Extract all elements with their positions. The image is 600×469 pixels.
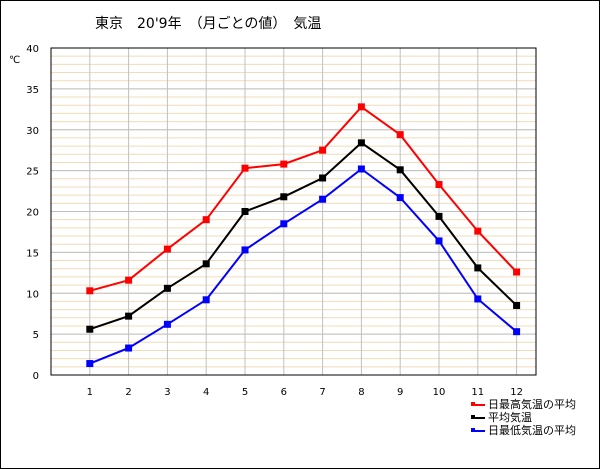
series-1-point [86,287,94,295]
x-tick-label: 12 [510,387,523,398]
series-3-point [396,194,404,202]
series-2-point [513,302,521,310]
y-tick-label: 20 [26,208,39,219]
y-tick-label: 15 [26,248,39,259]
series-2-point [474,264,482,272]
series-3-point [125,344,133,352]
series-3-point [435,237,443,245]
series-2-point [319,174,327,182]
y-tick-label: 25 [26,167,39,178]
x-tick-label: 10 [433,387,446,398]
chart-title: 東京 20'9年 （月ごとの値） 気温 [95,16,322,32]
series-1-point [319,146,327,154]
series-2-point [125,312,133,320]
series-line-2 [89,141,518,331]
series-2-point [241,208,249,215]
x-tick-label: 4 [203,387,209,398]
legend-swatch [471,413,485,422]
y-tick-label: 30 [26,126,39,137]
legend-swatch [471,400,485,409]
series-2-point [435,212,443,220]
series-1-point [513,268,521,276]
series-2-point [357,139,365,147]
legend-item: 日最低気温の平均 [471,424,576,437]
x-tick-label: 5 [242,387,248,398]
series-1-point [163,245,171,253]
legend-label: 日最高気温の平均 [488,398,576,411]
y-tick-label: 10 [26,289,39,300]
y-tick-label: 5 [33,330,39,341]
x-tick-label: 3 [164,387,170,398]
series-1-point [357,103,365,111]
series-2-point [86,325,94,333]
legend-item: 平均気温 [471,411,576,424]
x-tick-label: 8 [358,387,364,398]
legend-item: 日最高気温の平均 [471,398,576,411]
plot-frame [50,47,537,376]
x-tick-label: 6 [281,387,287,398]
series-2-point [202,260,210,268]
series-1-point [241,164,249,172]
legend-label: 平均気温 [488,411,532,424]
x-tick-label: 1 [87,387,93,398]
y-axis-label: ℃ [9,55,20,66]
legend-swatch [471,426,485,435]
y-tick-label: 40 [26,44,39,55]
x-tick-label: 7 [319,387,325,398]
series-3-point [319,195,327,203]
series-1-point [280,160,288,168]
series-1-point [125,276,133,284]
series-2-point [280,193,288,201]
legend-label: 日最低気温の平均 [488,424,576,437]
series-3-point [474,295,482,303]
series-3-point [163,320,171,328]
x-tick-label: 2 [125,387,131,398]
legend: 日最高気温の平均 平均気温 日最低気温の平均 [471,398,576,437]
y-tick-label: 0 [33,371,39,382]
series-1-point [202,216,210,224]
series-1-point [396,131,404,139]
series-3-point [202,296,210,304]
series-3-point [86,360,94,368]
series-3-point [357,165,365,173]
series-line-3 [89,167,518,365]
series-1-point [435,181,443,189]
x-tick-label: 11 [471,387,484,398]
series-2-point [163,284,171,292]
y-tick-label: 35 [26,85,39,96]
series-1-point [474,227,482,235]
series-2-point [396,166,404,174]
series-3-point [280,220,288,228]
series-line-1 [89,105,518,292]
series-3-point [241,246,249,254]
series-3-point [513,328,521,336]
x-tick-label: 9 [397,387,403,398]
